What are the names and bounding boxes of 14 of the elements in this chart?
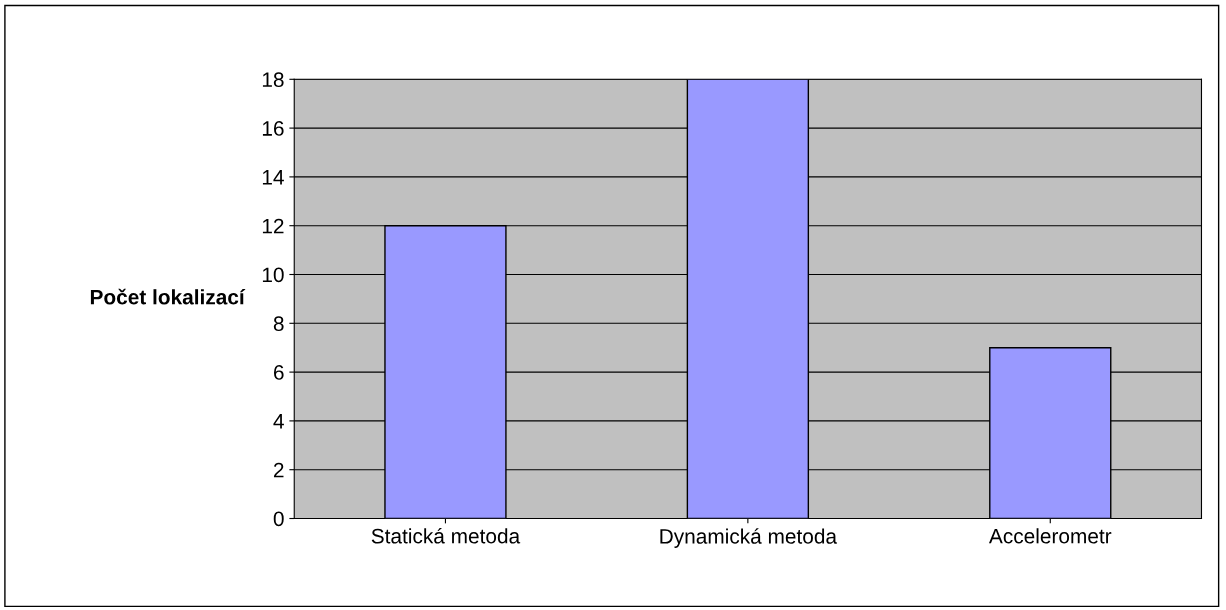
y-tick-label: 2 [273, 462, 284, 478]
y-tick-label: 12 [262, 218, 284, 234]
x-tick-label: Dynamická metoda [660, 528, 838, 548]
y-tick-label: 6 [273, 365, 284, 380]
y-axis-title: Počet lokalizací [90, 288, 246, 305]
y-tick-label: 4 [273, 414, 284, 429]
y-tick-label: 0 [273, 511, 284, 527]
y-tick-label: 16 [262, 121, 284, 136]
x-tick-label: Statická metoda [371, 527, 521, 544]
y-tick-label: 10 [262, 267, 284, 283]
y-tick-label: 18 [262, 72, 284, 88]
x-tick-label: Accelerometr [988, 528, 1112, 544]
y-tick-label: 14 [262, 170, 284, 185]
y-tick-label: 8 [273, 316, 284, 332]
